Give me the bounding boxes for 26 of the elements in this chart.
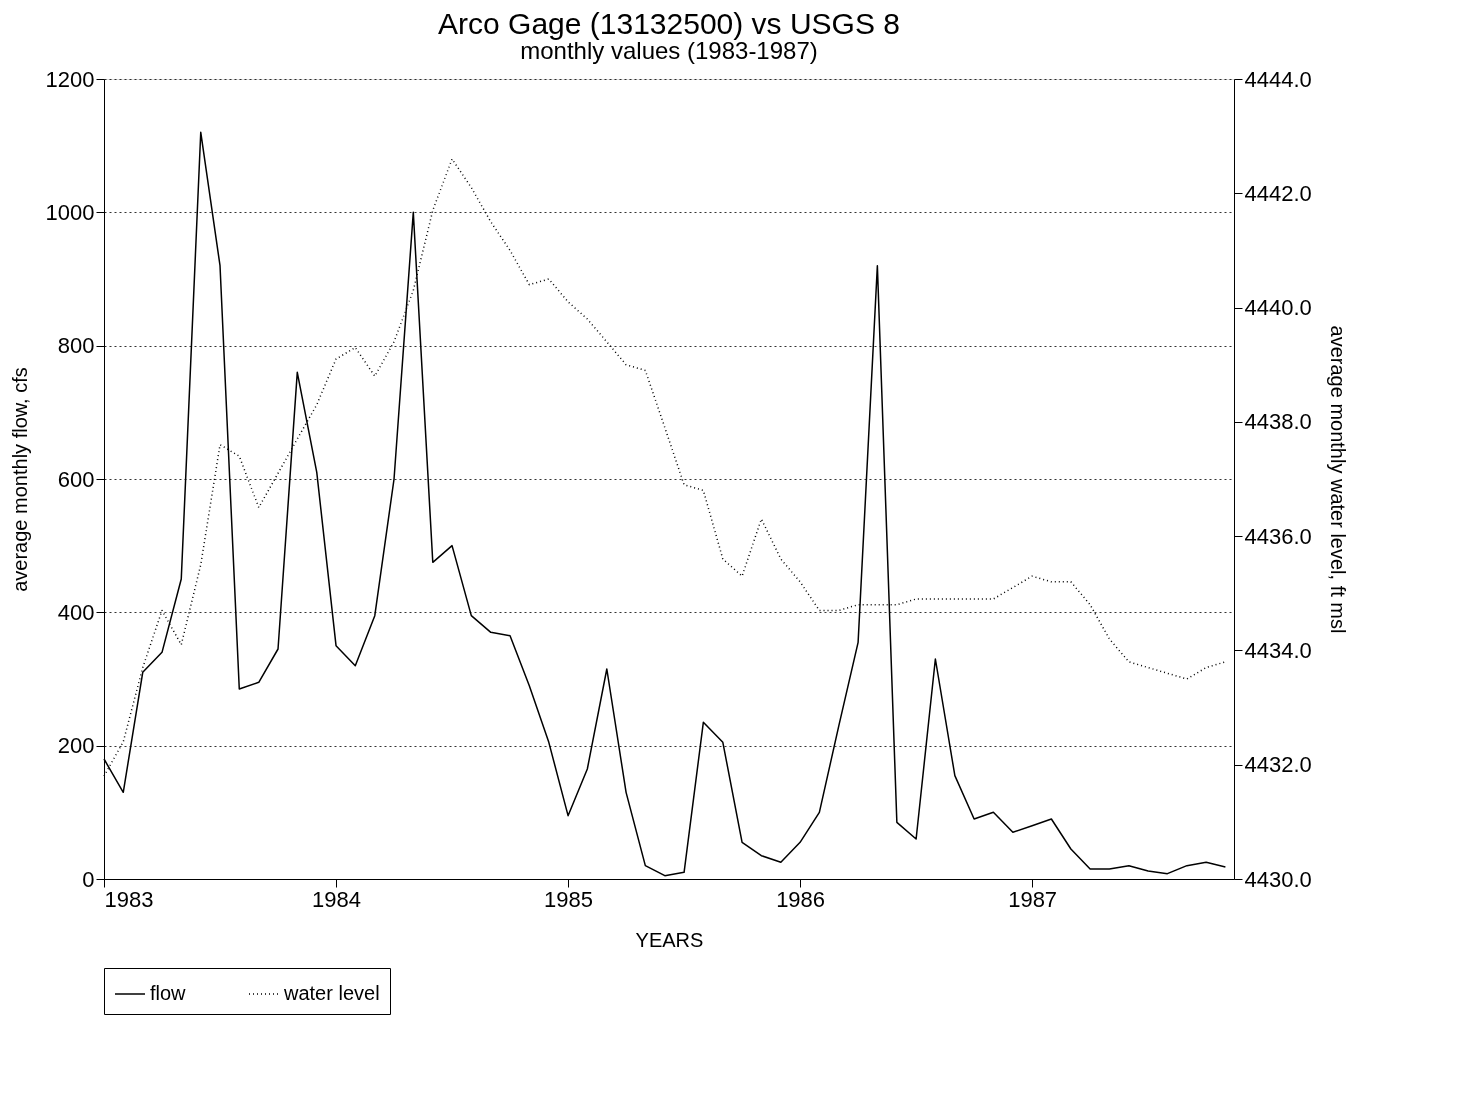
x-tick-label: 1985 <box>544 886 594 912</box>
y2-tick-label: 4440.0 <box>1244 295 1312 321</box>
y-tick-label: 200 <box>57 733 95 759</box>
y2-tick-label: 4430.0 <box>1244 866 1312 892</box>
y-tick-label: 400 <box>57 599 95 625</box>
x-tick-label: 1983 <box>104 886 154 912</box>
y2-tick-label: 4442.0 <box>1244 180 1312 206</box>
chart-title: Arco Gage (13132500) vs USGS 8 <box>438 7 900 40</box>
x-tick-label: 1987 <box>1008 886 1058 912</box>
x-tick-label: 1984 <box>312 886 362 912</box>
y2-tick-label: 4438.0 <box>1244 409 1312 435</box>
x-tick-label: 1986 <box>776 886 826 912</box>
x-axis-title: YEARS <box>635 928 704 951</box>
legend-label: flow <box>150 982 187 1004</box>
y-tick-label: 1200 <box>45 66 95 92</box>
legend-label: water level <box>283 982 380 1004</box>
y-tick-label: 800 <box>57 333 95 359</box>
y2-axis-title: average monthly water level, ft msl <box>1326 325 1349 634</box>
y-tick-label: 600 <box>57 466 95 492</box>
y-tick-label: 0 <box>82 866 95 892</box>
y-tick-label: 1000 <box>45 199 95 225</box>
y2-tick-label: 4434.0 <box>1244 637 1312 663</box>
y2-tick-label: 4432.0 <box>1244 752 1312 778</box>
y2-tick-label: 4444.0 <box>1244 66 1312 92</box>
y-axis-title: average monthly flow, cfs <box>8 367 31 592</box>
y2-tick-label: 4436.0 <box>1244 523 1312 549</box>
